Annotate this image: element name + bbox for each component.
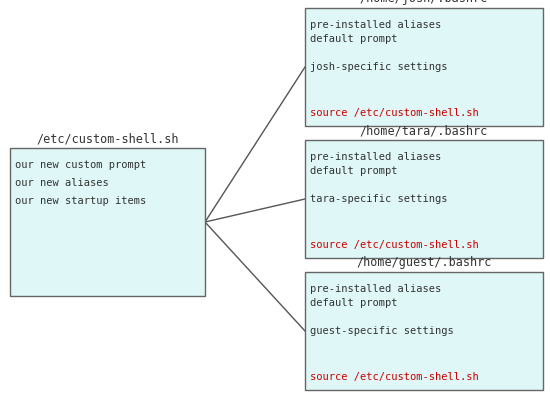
Text: default prompt: default prompt [310, 34, 398, 44]
Bar [305, 8, 543, 126]
Text: /etc/custom-shell.sh: /etc/custom-shell.sh [36, 132, 179, 145]
Text: /home/josh/.bashrc: /home/josh/.bashrc [360, 0, 488, 5]
Text: pre-installed aliases: pre-installed aliases [310, 284, 441, 294]
Text: /home/tara/.bashrc: /home/tara/.bashrc [360, 124, 488, 137]
Text: our new custom prompt: our new custom prompt [15, 160, 146, 170]
Text: pre-installed aliases: pre-installed aliases [310, 20, 441, 30]
Text: tara-specific settings: tara-specific settings [310, 194, 448, 204]
Text: pre-installed aliases: pre-installed aliases [310, 152, 441, 162]
Text: our new startup items: our new startup items [15, 196, 146, 206]
Text: source /etc/custom-shell.sh: source /etc/custom-shell.sh [310, 240, 478, 250]
Text: guest-specific settings: guest-specific settings [310, 326, 454, 336]
Bar [10, 148, 205, 296]
Bar [305, 272, 543, 390]
Text: source /etc/custom-shell.sh: source /etc/custom-shell.sh [310, 372, 478, 382]
Bar [305, 140, 543, 258]
Text: default prompt: default prompt [310, 166, 398, 176]
Text: our new aliases: our new aliases [15, 178, 109, 188]
Text: default prompt: default prompt [310, 298, 398, 308]
Text: josh-specific settings: josh-specific settings [310, 62, 448, 72]
Text: /home/guest/.bashrc: /home/guest/.bashrc [356, 256, 492, 269]
Text: source /etc/custom-shell.sh: source /etc/custom-shell.sh [310, 108, 478, 118]
